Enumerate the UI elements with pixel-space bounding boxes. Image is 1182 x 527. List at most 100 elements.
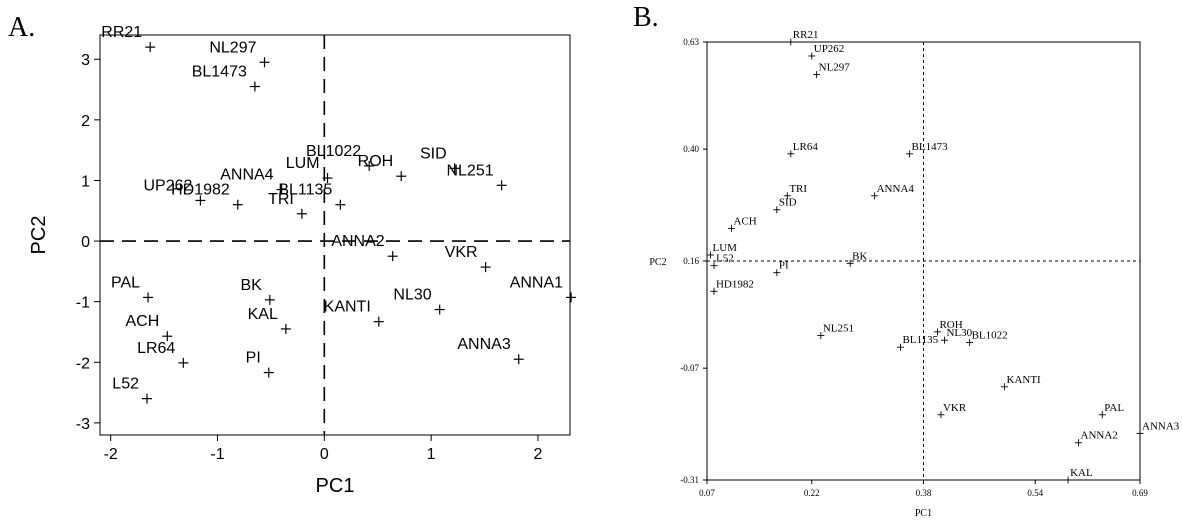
x-tick-label-b: 0.38	[916, 488, 932, 498]
point-label-a: RR21	[101, 24, 142, 41]
point-label-b: ANNA4	[877, 183, 915, 195]
point-label-a: ANNA2	[331, 233, 384, 250]
y-tick-label-a: 3	[81, 52, 90, 69]
point-label-b: BL1135	[902, 334, 938, 346]
point-label-b: HD1982	[716, 278, 754, 290]
point-label-b: RR21	[793, 29, 819, 41]
data-point-a: BL1473	[192, 64, 260, 92]
data-point-b: BL1473	[906, 141, 948, 158]
point-label-a: L52	[112, 376, 139, 393]
data-point-a: ANNA1	[510, 274, 577, 303]
data-point-a: LR64	[137, 340, 189, 368]
point-label-a: VKR	[445, 244, 478, 261]
x-tick-label-a: -1	[210, 446, 224, 463]
data-point-b: NL251	[817, 323, 854, 340]
panel-a-label: A.	[8, 12, 36, 43]
data-point-b: BL1135	[896, 334, 939, 351]
x-tick-label-b: 0.22	[804, 488, 820, 498]
data-point-a: ANNA3	[457, 336, 524, 365]
point-label-b: VKR	[943, 402, 967, 414]
data-point-b: ACH	[727, 215, 757, 232]
y-tick-label-a: -3	[76, 416, 90, 433]
x-tick-label-b: 0.54	[1027, 488, 1043, 498]
point-label-a: ACH	[126, 313, 160, 330]
point-label-b: LR64	[793, 141, 819, 153]
data-point-a: BL1135	[278, 182, 346, 210]
point-label-a: UP262	[143, 177, 192, 194]
point-label-b: NL297	[819, 62, 851, 74]
y-axis-label-a: PC2	[28, 216, 50, 255]
point-label-b: BK	[852, 250, 867, 262]
data-point-a: NL30	[393, 287, 445, 315]
point-label-b: NL30	[946, 327, 972, 339]
data-point-b: KANTI	[1001, 374, 1041, 391]
point-label-b: ANNA3	[1142, 420, 1180, 432]
y-tick-label-a: 0	[81, 234, 90, 251]
point-label-a: TRI	[268, 191, 294, 208]
data-point-b: LUM	[706, 242, 737, 259]
y-tick-label-b: 0.16	[683, 256, 699, 266]
data-point-a: NL251	[446, 162, 507, 191]
x-tick-label-b: 0.69	[1132, 488, 1148, 498]
point-label-a: SID	[420, 145, 447, 162]
point-label-a: KAL	[248, 306, 278, 323]
point-label-a: ANNA1	[510, 274, 563, 291]
point-label-b: ANNA2	[1081, 430, 1118, 442]
data-point-b: ANNA3	[1136, 420, 1180, 437]
point-label-b: SID	[779, 197, 797, 209]
point-label-b: ACH	[733, 215, 756, 227]
y-tick-label-a: 1	[81, 173, 90, 190]
point-label-a: BL1135	[278, 182, 332, 199]
point-label-a: LR64	[137, 340, 175, 357]
data-point-b: LR64	[787, 141, 818, 158]
data-point-b: PAL	[1098, 402, 1124, 419]
point-label-b: NL251	[823, 323, 854, 335]
data-point-a: LUM	[286, 155, 333, 184]
point-label-a: NL30	[393, 287, 431, 304]
chart-b: 0.07 0.22 0.38 0.54 0.69 -0.31 -0.07 0.16 0.40 0.…	[649, 29, 1180, 519]
data-point-a: ANNA2	[331, 233, 398, 262]
plot-frame-a	[99, 34, 571, 436]
data-point-b: ROH	[933, 319, 963, 336]
data-point-b: TRI	[783, 183, 807, 200]
y-tick-label-b: -0.07	[680, 363, 699, 373]
point-label-a: PAL	[111, 274, 140, 291]
point-label-a: NL297	[209, 39, 256, 56]
point-label-b: BL1022	[972, 330, 1008, 342]
data-point-b: KAL	[1064, 467, 1093, 484]
point-label-a: PI	[246, 350, 261, 367]
data-point-a: BK	[240, 277, 275, 305]
x-tick-label-a: 0	[320, 446, 329, 463]
data-point-a: L52	[112, 376, 152, 404]
point-label-b: UP262	[814, 43, 845, 55]
data-point-b: ANNA2	[1075, 430, 1118, 447]
point-label-a: KANTI	[324, 299, 371, 316]
data-point-a: PAL	[111, 274, 154, 303]
chart-a: -2 -1 0 1 2 -3 -2 -1 0 1 2 3 PC1 PC2 RR21 NL297 BL1473 BL…	[28, 24, 577, 497]
y-tick-label-a: 2	[81, 113, 90, 130]
data-point-b: NL297	[813, 62, 850, 79]
point-label-a: ANNA4	[220, 167, 273, 184]
data-point-a: SID	[420, 145, 460, 174]
data-point-a: VKR	[445, 244, 491, 273]
panel-b-label: B.	[633, 2, 659, 33]
point-label-b: TRI	[789, 183, 807, 195]
data-point-a: ANNA4	[220, 167, 287, 195]
data-point-a: KAL	[248, 306, 291, 334]
data-point-a: RR21	[101, 24, 156, 53]
y-tick-label-a: -2	[76, 355, 90, 372]
y-tick-label-b: 0.63	[683, 37, 699, 47]
data-point-a: ACH	[126, 313, 173, 342]
x-tick-label-a: 2	[534, 446, 543, 463]
point-label-b: LUM	[712, 242, 737, 254]
point-label-b: PI	[779, 260, 789, 272]
y-tick-label-a: -1	[76, 295, 90, 312]
point-label-b: ROH	[939, 319, 962, 331]
y-axis-label-b: PC2	[649, 257, 666, 268]
data-point-b: SID	[773, 197, 797, 214]
x-tick-label-b: 0.07	[699, 488, 715, 498]
data-point-b: L52	[710, 253, 734, 270]
point-label-a: HD1982	[171, 182, 230, 199]
y-tick-label-b: -0.31	[680, 475, 699, 485]
